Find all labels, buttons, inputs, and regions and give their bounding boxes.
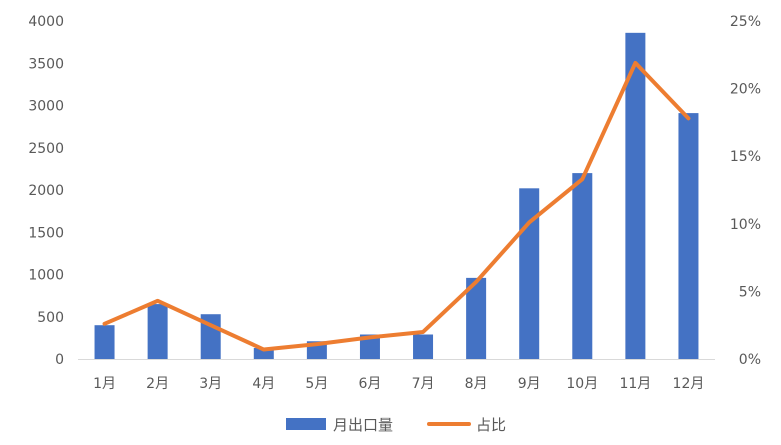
bar [94, 325, 115, 359]
x-tick-label: 7月 [412, 376, 435, 392]
x-tick-label: 9月 [518, 376, 541, 392]
y-left-tick-label: 1000 [28, 268, 64, 284]
y-right-tick-label: 5% [739, 284, 761, 300]
bar [147, 304, 168, 359]
y-left-tick-label: 3500 [28, 56, 64, 72]
bar [253, 348, 274, 359]
line-series [102, 60, 691, 352]
legend-label-line: 占比 [476, 416, 506, 434]
legend-label-bar: 月出口量 [333, 416, 393, 434]
y-left-tick-label: 1500 [28, 225, 64, 241]
y-left-tick-label: 3000 [28, 99, 64, 115]
bar [519, 188, 540, 359]
x-tick-label: 2月 [146, 376, 169, 392]
y-left-tick-label: 500 [37, 310, 64, 326]
y-right-tick-label: 15% [730, 149, 761, 165]
y-left-tick-label: 0 [55, 352, 64, 368]
bar [678, 113, 699, 359]
x-tick-label: 6月 [358, 376, 381, 392]
y-right-tick-label: 10% [730, 217, 761, 233]
x-tick-label: 1月 [93, 376, 116, 392]
legend: 月出口量 占比 [286, 416, 506, 434]
y-left-tick-label: 2000 [28, 183, 64, 199]
x-tick-label: 8月 [465, 376, 488, 392]
bar [413, 334, 434, 359]
x-tick-label: 10月 [566, 376, 598, 392]
y-left-tick-label: 4000 [28, 14, 64, 30]
y-right-tick-label: 20% [730, 82, 761, 98]
x-tick-label: 12月 [673, 376, 705, 392]
legend-swatch-bar [286, 418, 326, 430]
y-right-tick-label: 25% [730, 14, 761, 30]
right-axis: 0% 5% 10% 15% 20% 25% [730, 14, 761, 368]
x-axis: 1月 2月 3月 4月 5月 6月 7月 8月 9月 10月 11月 12月 [93, 376, 704, 392]
bar [625, 32, 646, 360]
bar [466, 277, 487, 359]
y-left-tick-label: 2500 [28, 141, 64, 157]
bar [572, 173, 593, 359]
x-tick-label: 11月 [619, 376, 651, 392]
x-tick-label: 4月 [252, 376, 275, 392]
x-tick-label: 5月 [305, 376, 328, 392]
bar-series [94, 32, 699, 360]
left-axis: 0 500 1000 1500 2000 2500 3000 3500 4000 [28, 14, 64, 368]
x-tick-label: 3月 [199, 376, 222, 392]
y-right-tick-label: 0% [739, 352, 761, 368]
bar [359, 334, 380, 359]
